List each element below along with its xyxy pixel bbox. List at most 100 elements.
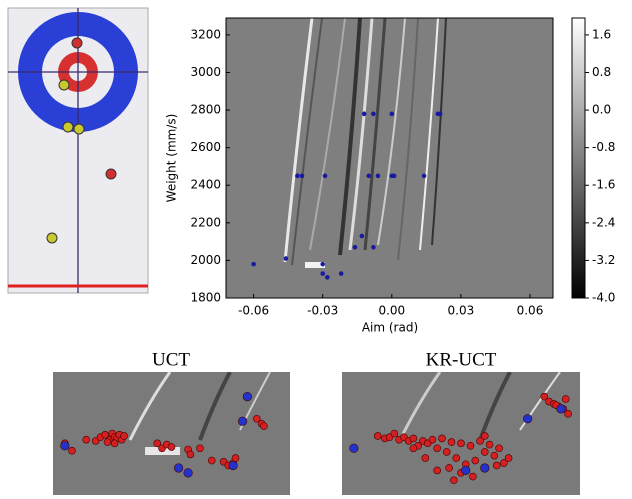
point — [500, 459, 508, 467]
point — [186, 450, 195, 459]
y-tick-label: 2000 — [190, 253, 221, 267]
point — [433, 466, 442, 475]
subplot-bg — [53, 372, 290, 495]
point — [120, 432, 128, 440]
stone — [105, 168, 117, 180]
point — [556, 404, 566, 414]
stone — [58, 79, 70, 91]
stone — [73, 123, 85, 135]
x-axis-label: Aim (rad) — [362, 321, 418, 335]
point — [476, 437, 484, 445]
point — [409, 434, 418, 443]
point — [471, 456, 480, 465]
point — [480, 463, 490, 473]
x-tick-label: -0.03 — [307, 304, 338, 318]
point — [375, 173, 381, 179]
point — [299, 173, 305, 179]
point — [480, 448, 489, 456]
point — [366, 173, 372, 179]
point — [110, 439, 119, 448]
point — [540, 392, 549, 401]
x-tick-label: 0.00 — [378, 304, 405, 318]
colorbar — [571, 17, 586, 299]
point — [371, 111, 376, 117]
point — [231, 454, 240, 462]
point — [442, 448, 451, 456]
point — [320, 261, 326, 267]
point — [391, 173, 397, 179]
point — [452, 454, 461, 462]
point — [409, 444, 418, 453]
point — [68, 446, 76, 455]
colorbar-tick-label: -3.2 — [592, 253, 615, 267]
point — [495, 444, 503, 453]
y-tick-label: 3000 — [190, 65, 221, 79]
point — [103, 438, 112, 446]
point — [228, 460, 238, 471]
colorbar-tick-label: 0.8 — [592, 65, 611, 79]
point — [174, 463, 184, 473]
point — [153, 439, 162, 448]
subplot-streaks — [128, 372, 561, 455]
y-axis-label: Weight (mm/s) — [165, 114, 179, 203]
colorbar-tick-label: -2.4 — [592, 215, 615, 229]
stone — [62, 121, 74, 133]
point — [359, 233, 365, 239]
point — [421, 173, 427, 179]
point — [320, 271, 326, 276]
point — [523, 414, 533, 424]
point — [469, 472, 477, 481]
point — [371, 244, 376, 250]
point — [238, 416, 248, 426]
y-tick-label: 3200 — [190, 27, 221, 41]
colorbar-tick-label: -1.6 — [592, 178, 615, 192]
y-tick-label: 2600 — [190, 140, 221, 154]
point — [260, 422, 268, 430]
colorbar-tick-label: 0.0 — [592, 103, 611, 117]
point — [82, 435, 90, 444]
point — [361, 111, 367, 117]
point — [338, 271, 344, 276]
point — [428, 435, 437, 444]
point — [438, 434, 446, 443]
subplot-title: UCT — [152, 349, 190, 370]
point — [457, 439, 465, 448]
point — [490, 451, 499, 460]
point — [352, 244, 358, 250]
stone — [46, 232, 58, 244]
point — [437, 111, 443, 117]
point — [253, 414, 261, 423]
point — [349, 443, 359, 453]
y-tick-label: 2400 — [190, 178, 221, 192]
point — [183, 468, 193, 478]
point — [167, 443, 176, 451]
y-tick-label: 2800 — [190, 103, 221, 117]
x-tick-label: -0.06 — [238, 304, 269, 318]
point — [466, 441, 475, 450]
y-tick-label: 2200 — [190, 215, 221, 229]
x-tick-label: 0.06 — [517, 304, 544, 318]
colorbar-tick-label: -4.0 — [592, 291, 615, 305]
point — [564, 410, 572, 418]
point — [322, 173, 328, 179]
point — [450, 476, 458, 485]
point — [504, 454, 513, 462]
stone — [71, 37, 83, 49]
colorbar-tick-label: 1.6 — [592, 27, 611, 41]
point — [480, 432, 489, 440]
heatmap-streaks — [283, 18, 447, 268]
point — [447, 438, 456, 446]
point — [60, 441, 70, 451]
point — [373, 432, 382, 440]
point — [461, 465, 471, 476]
point — [101, 430, 109, 439]
point — [283, 256, 289, 261]
x-tick-label: 0.03 — [448, 304, 475, 318]
heatmap — [226, 18, 553, 298]
point — [433, 444, 442, 453]
point — [325, 275, 330, 280]
point — [389, 111, 395, 117]
plot-frame — [225, 17, 554, 299]
point — [561, 395, 570, 403]
